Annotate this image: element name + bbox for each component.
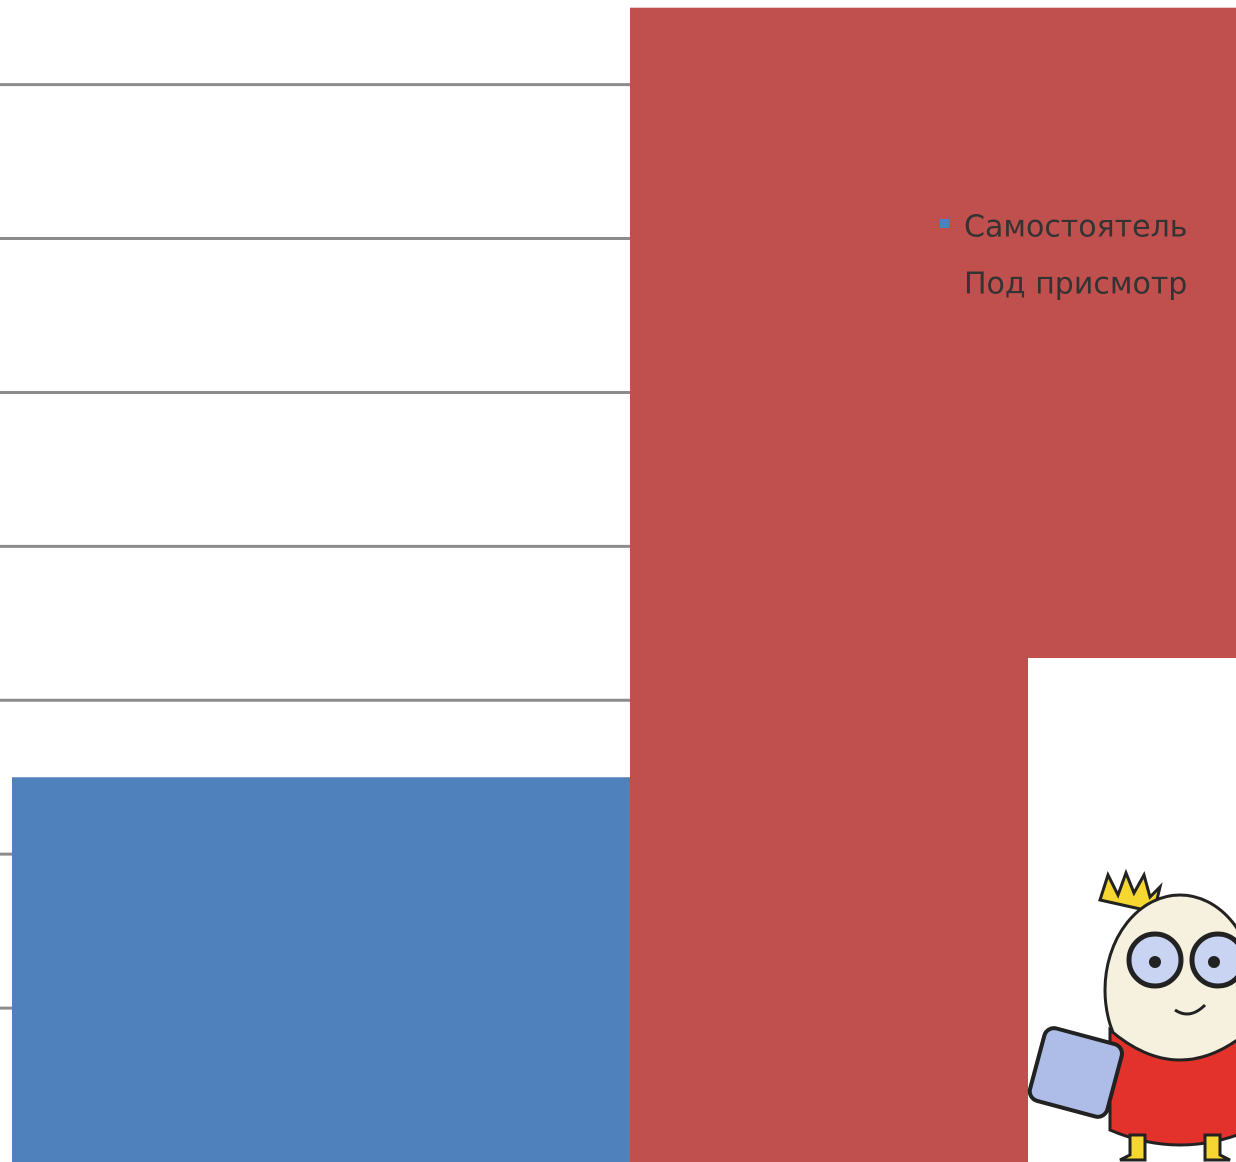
mascot-picture	[1027, 658, 1236, 1162]
legend-marker	[940, 219, 949, 228]
legend-label: Под присмотр	[964, 267, 1187, 302]
legend-marker	[940, 276, 949, 285]
bar	[12, 777, 630, 1162]
legend-label: Самостоятель	[964, 210, 1187, 245]
legend: Самостоятель Под присмотр	[940, 210, 1187, 302]
